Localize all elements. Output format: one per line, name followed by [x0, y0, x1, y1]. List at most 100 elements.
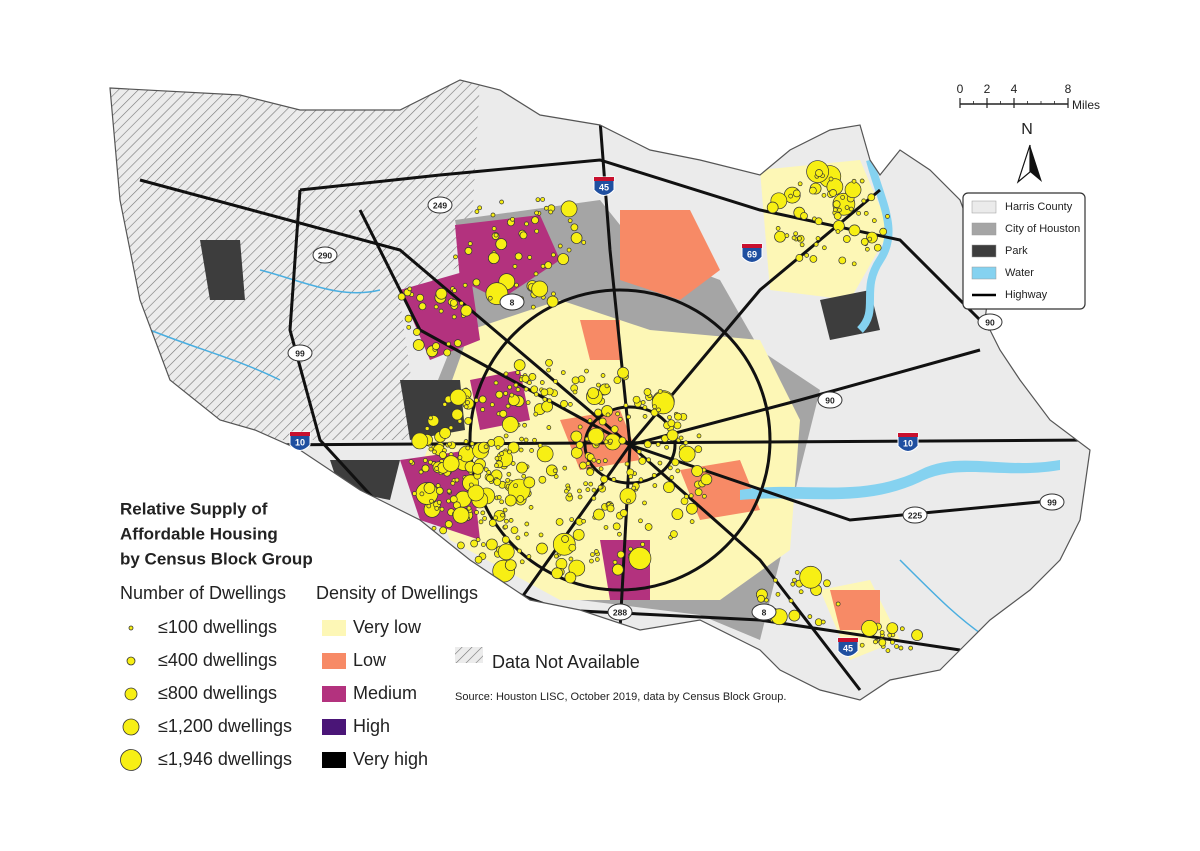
dwelling-dot: [524, 221, 529, 227]
dwelling-dot: [642, 405, 648, 410]
dwelling-dot: [408, 459, 414, 464]
dwelling-dot: [447, 441, 452, 447]
dwelling-dot: [418, 469, 424, 475]
dwelling-dot: [683, 440, 689, 446]
density-swatch: [322, 653, 346, 669]
dwelling-dot: [640, 400, 646, 405]
dwelling-dot: [570, 232, 583, 244]
dwelling-dot: [457, 541, 465, 550]
dwelling-dot: [453, 254, 458, 260]
dwelling-dot: [428, 415, 434, 421]
legend-swatch: [971, 266, 997, 280]
dwelling-dot: [406, 324, 412, 330]
dwelling-dot: [579, 461, 587, 470]
low-zone: [620, 210, 720, 300]
dwelling-dot: [643, 388, 652, 396]
dwelling-dot: [794, 570, 800, 575]
dwelling-dot: [657, 460, 663, 466]
dwelling-dot: [828, 176, 834, 182]
dwelling-dot: [606, 504, 615, 513]
dwelling-dot: [799, 242, 805, 248]
legend-swatch: [971, 244, 997, 258]
dwelling-dot: [575, 441, 584, 449]
dwelling-dot: [457, 455, 463, 460]
dwelling-dot: [515, 370, 521, 375]
dwelling-dot: [835, 601, 841, 607]
dwelling-dot: [788, 598, 794, 604]
dwelling-dot: [553, 379, 558, 384]
dwelling-dot: [669, 475, 675, 480]
dwelling-dot: [531, 280, 549, 298]
dwelling-dot: [431, 525, 437, 531]
dwelling-dot: [557, 253, 570, 265]
dwelling-dot: [489, 402, 495, 408]
dwelling-dot: [483, 444, 489, 450]
dwelling-dot: [610, 425, 619, 434]
dwelling-dot: [500, 512, 505, 518]
dwelling-dot: [835, 229, 841, 234]
dwelling-dot: [515, 535, 521, 541]
dwelling-dot: [519, 436, 524, 442]
dwelling-dot: [671, 458, 680, 467]
interstate-band: [594, 177, 614, 181]
dwelling-dot: [800, 212, 808, 220]
dwelling-dot: [521, 473, 527, 479]
map-legend-box: [962, 192, 1086, 310]
dwelling-dot: [702, 493, 707, 499]
dwelling-dot: [809, 255, 818, 263]
dwelling-dot: [534, 228, 540, 234]
dwelling-dot: [568, 559, 586, 577]
dwelling-dot: [495, 445, 501, 450]
size-legend-label: ≤1,200 dwellings: [158, 716, 292, 736]
dwelling-dot: [804, 252, 810, 258]
dwelling-dot: [788, 609, 801, 622]
dwelling-dot: [470, 539, 478, 548]
size-legend-label: ≤800 dwellings: [158, 683, 277, 703]
route-shield: [607, 603, 633, 621]
dwelling-dot: [499, 409, 508, 418]
dwelling-dot: [477, 205, 483, 211]
dwelling-dot: [439, 526, 447, 535]
dwelling-dot: [474, 555, 483, 564]
dwelling-dot: [591, 487, 597, 493]
dwelling-dot: [525, 400, 531, 405]
dwelling-dot: [546, 367, 551, 373]
dwelling-dot: [861, 198, 867, 204]
dwelling-dot: [532, 437, 537, 443]
dwelling-dot: [512, 264, 518, 269]
dwelling-dot: [452, 506, 470, 524]
dwelling-dot: [543, 205, 549, 211]
us-290: [139, 178, 631, 447]
interstate-band: [898, 433, 918, 437]
dwelling-dot: [505, 477, 511, 483]
shield-label: 10: [903, 438, 913, 448]
dwelling-dot: [619, 509, 628, 517]
dwelling-dot: [494, 455, 500, 461]
park: [200, 240, 245, 300]
dwelling-dot: [617, 531, 622, 537]
dwelling-dot: [424, 426, 430, 431]
dwelling-dot: [544, 261, 553, 270]
dwelling-dot: [449, 388, 467, 406]
dwelling-dot: [457, 418, 463, 424]
dwelling-dot: [848, 224, 861, 237]
dwelling-dot: [474, 209, 480, 214]
dwelling-dot: [566, 247, 572, 253]
dwelling-dot: [570, 223, 579, 232]
dwelling-dot: [513, 359, 526, 371]
dwelling-dot: [864, 246, 870, 252]
dwelling-dot: [444, 520, 453, 528]
dwelling-dot: [421, 464, 430, 473]
dwelling-dot: [837, 207, 842, 213]
dwelling-dot: [472, 278, 481, 287]
dwelling-dot: [551, 252, 556, 258]
dwelling-dot: [667, 415, 672, 420]
dwelling-dot: [798, 589, 804, 595]
dwelling-dot: [908, 645, 914, 651]
dwelling-dot: [540, 197, 545, 202]
dwelling-dot: [638, 457, 647, 465]
scale-tick-label: 0: [957, 82, 964, 96]
dwelling-dot: [611, 563, 624, 576]
dwelling-dot: [524, 521, 530, 527]
dwelling-dot: [509, 392, 515, 398]
